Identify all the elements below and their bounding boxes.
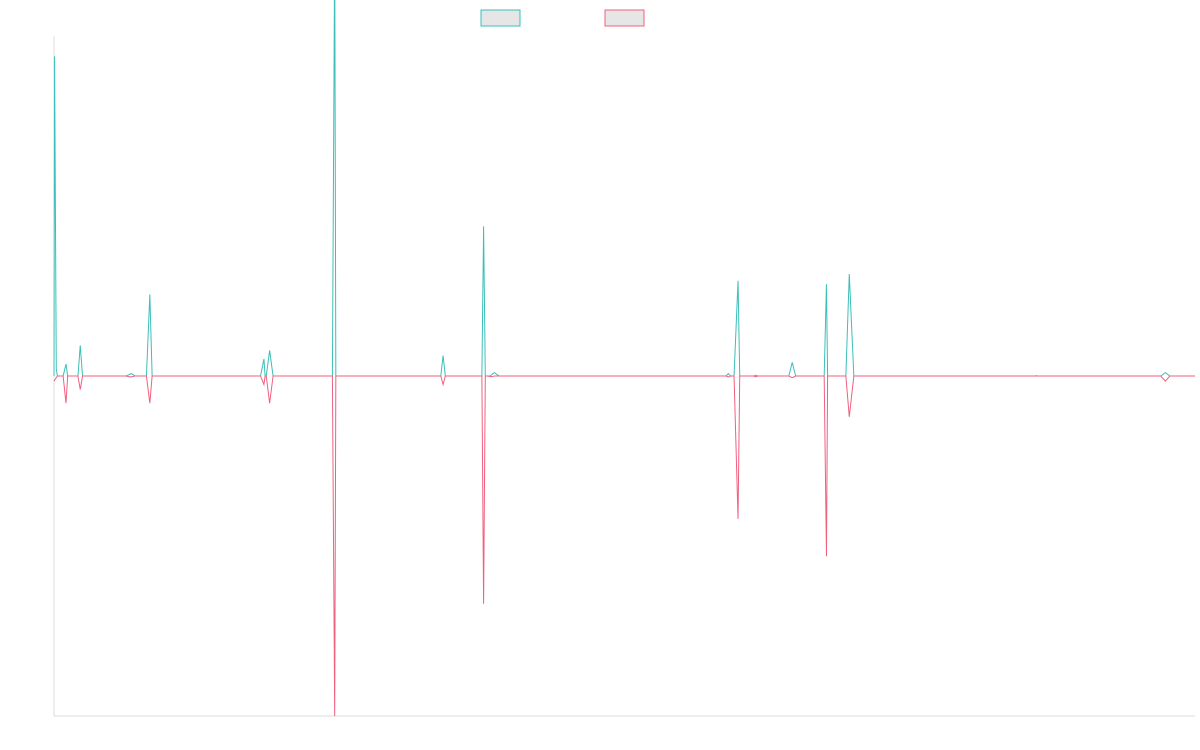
legend[interactable] <box>480 9 645 27</box>
series-0 <box>53 0 1195 377</box>
legend-swatch-1[interactable] <box>604 9 645 27</box>
series-1-line <box>53 375 1195 717</box>
series-1 <box>53 375 1195 717</box>
series-group <box>53 0 1195 717</box>
series-0-line <box>53 0 1195 377</box>
legend-swatch-0[interactable] <box>480 9 521 27</box>
